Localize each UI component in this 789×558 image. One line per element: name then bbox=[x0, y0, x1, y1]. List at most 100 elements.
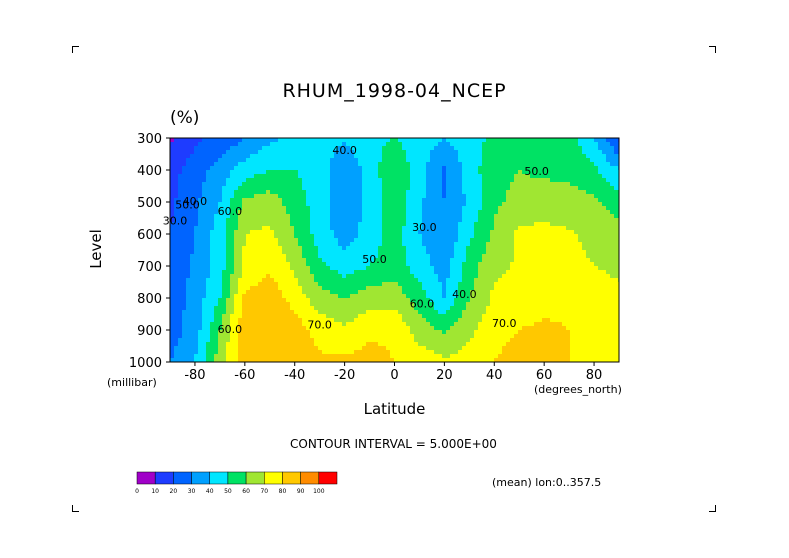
contour-cell bbox=[442, 222, 446, 226]
contour-cell bbox=[222, 350, 226, 354]
contour-cell bbox=[290, 306, 294, 310]
contour-cell bbox=[202, 310, 206, 314]
contour-cell bbox=[346, 138, 350, 142]
contour-cell bbox=[338, 174, 342, 178]
contour-cell bbox=[390, 254, 394, 258]
contour-cell bbox=[506, 330, 510, 334]
contour-cell bbox=[186, 210, 190, 214]
contour-cell bbox=[458, 278, 462, 282]
contour-cell bbox=[262, 238, 266, 242]
contour-cell bbox=[522, 274, 526, 278]
contour-cell bbox=[322, 354, 326, 358]
contour-cell bbox=[278, 322, 282, 326]
contour-cell bbox=[394, 142, 398, 146]
contour-cell bbox=[286, 326, 290, 330]
contour-cell bbox=[178, 274, 182, 278]
contour-cell bbox=[226, 266, 230, 270]
contour-cell bbox=[210, 266, 214, 270]
contour-cell bbox=[450, 298, 454, 302]
contour-cell bbox=[378, 170, 382, 174]
contour-cell bbox=[470, 342, 474, 346]
contour-cell bbox=[414, 302, 418, 306]
contour-cell bbox=[522, 298, 526, 302]
contour-cell bbox=[514, 174, 518, 178]
contour-cell bbox=[358, 278, 362, 282]
contour-cell bbox=[306, 274, 310, 278]
contour-cell bbox=[506, 342, 510, 346]
contour-cell bbox=[482, 250, 486, 254]
contour-cell bbox=[198, 278, 202, 282]
contour-cell bbox=[418, 210, 422, 214]
contour-cell bbox=[518, 202, 522, 206]
contour-cell bbox=[350, 178, 354, 182]
contour-cell bbox=[386, 342, 390, 346]
contour-cell bbox=[506, 174, 510, 178]
contour-cell bbox=[170, 194, 174, 198]
contour-cell bbox=[214, 322, 218, 326]
contour-cell bbox=[326, 262, 330, 266]
contour-cell bbox=[362, 314, 366, 318]
contour-cell bbox=[294, 166, 298, 170]
contour-cell bbox=[314, 162, 318, 166]
contour-cell bbox=[210, 198, 214, 202]
contour-cell bbox=[494, 194, 498, 198]
contour-cell bbox=[482, 198, 486, 202]
contour-cell bbox=[470, 206, 474, 210]
contour-cell bbox=[406, 302, 410, 306]
contour-cell bbox=[386, 162, 390, 166]
contour-cell bbox=[414, 242, 418, 246]
contour-cell bbox=[290, 138, 294, 142]
contour-cell bbox=[290, 350, 294, 354]
contour-cell bbox=[418, 250, 422, 254]
contour-cell bbox=[434, 334, 438, 338]
contour-cell bbox=[222, 182, 226, 186]
contour-cell bbox=[250, 230, 254, 234]
contour-cell bbox=[214, 202, 218, 206]
contour-cell bbox=[266, 330, 270, 334]
contour-cell bbox=[182, 298, 186, 302]
contour-cell bbox=[170, 174, 174, 178]
contour-cell bbox=[318, 254, 322, 258]
contour-cell bbox=[370, 142, 374, 146]
contour-cell bbox=[330, 322, 334, 326]
contour-cell bbox=[330, 302, 334, 306]
contour-cell bbox=[354, 202, 358, 206]
contour-cell bbox=[286, 310, 290, 314]
contour-cell bbox=[382, 206, 386, 210]
contour-cell bbox=[206, 170, 210, 174]
contour-cell bbox=[254, 182, 258, 186]
contour-cell bbox=[486, 250, 490, 254]
contour-cell bbox=[242, 198, 246, 202]
contour-cell bbox=[246, 262, 250, 266]
contour-cell bbox=[266, 138, 270, 142]
contour-cell bbox=[254, 326, 258, 330]
contour-cell bbox=[286, 210, 290, 214]
contour-cell bbox=[438, 182, 442, 186]
contour-cell bbox=[350, 150, 354, 154]
contour-cell bbox=[498, 250, 502, 254]
contour-cell bbox=[490, 222, 494, 226]
contour-cell bbox=[254, 230, 258, 234]
contour-cell bbox=[218, 214, 222, 218]
contour-cell bbox=[178, 150, 182, 154]
contour-cell bbox=[434, 150, 438, 154]
contour-cell bbox=[438, 194, 442, 198]
contour-cell bbox=[250, 226, 254, 230]
contour-cell bbox=[474, 354, 478, 358]
contour-cell bbox=[246, 210, 250, 214]
contour-cell bbox=[230, 158, 234, 162]
contour-cell bbox=[398, 314, 402, 318]
contour-cell bbox=[350, 286, 354, 290]
contour-cell bbox=[198, 258, 202, 262]
contour-cell bbox=[382, 290, 386, 294]
contour-cell bbox=[298, 174, 302, 178]
contour-cell bbox=[474, 298, 478, 302]
contour-cell bbox=[214, 282, 218, 286]
contour-cell bbox=[498, 346, 502, 350]
contour-cell bbox=[186, 270, 190, 274]
contour-cell bbox=[206, 246, 210, 250]
contour-cell bbox=[490, 230, 494, 234]
contour-cell bbox=[446, 330, 450, 334]
contour-cell bbox=[362, 178, 366, 182]
contour-cell bbox=[434, 154, 438, 158]
